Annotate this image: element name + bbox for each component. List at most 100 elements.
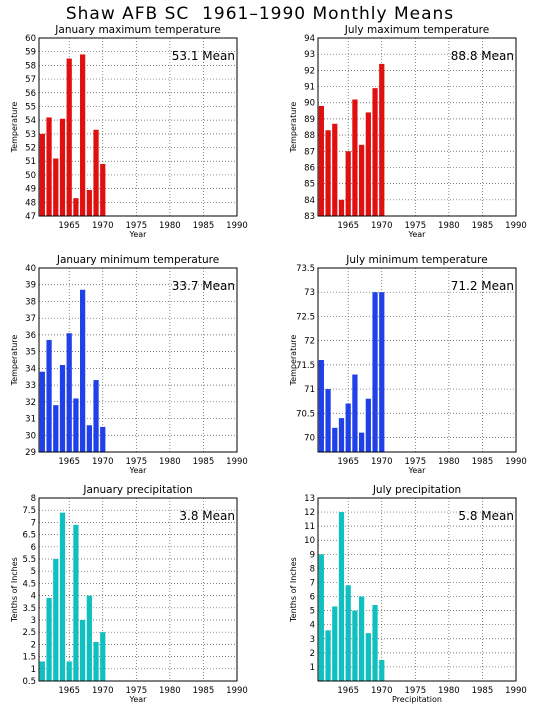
data-bar	[46, 117, 52, 216]
plot-frame	[38, 497, 238, 682]
data-bar	[365, 398, 371, 452]
data-bar	[53, 158, 59, 216]
y-tick-label: 3.5	[22, 604, 36, 614]
y-tick-label: 70.5	[296, 409, 315, 419]
data-bar	[93, 641, 99, 681]
chart-panel-1: 47 48 49 50 51 52 53 54 55 56 57 58 59 60 1965 1970 1975…	[10, 24, 248, 239]
y-tick-label: 12	[304, 508, 315, 518]
y-tick-label: 51	[25, 157, 36, 167]
data-bar	[318, 360, 324, 452]
y-tick-label: 35	[25, 348, 36, 358]
y-tick-label: 86	[304, 163, 315, 173]
y-tick-label: 13	[304, 494, 315, 504]
y-tick-label: 57	[25, 75, 36, 85]
x-tick-label: 1975	[126, 221, 148, 231]
x-tick-label: 1975	[405, 457, 427, 467]
x-tick-label: 1970	[92, 457, 114, 467]
y-axis-label: Temperature	[10, 335, 19, 387]
y-tick-label: 2.5	[22, 628, 36, 638]
x-tick-label: 1980	[159, 457, 181, 467]
y-tick-label: 6	[310, 593, 315, 603]
x-tick-label: 1990	[505, 221, 527, 231]
plot-frame	[317, 37, 517, 217]
y-tick-label: 37	[25, 314, 36, 324]
y-tick-label: 1.5	[22, 653, 36, 663]
x-tick-label: 1970	[371, 457, 393, 467]
data-bar	[352, 610, 358, 681]
x-tick-label: 1965	[337, 686, 359, 696]
data-bar	[318, 105, 324, 216]
data-bar	[53, 405, 59, 452]
data-bar	[372, 88, 378, 216]
y-tick-label: 60	[25, 34, 36, 44]
chart-title: July minimum temperature	[345, 254, 487, 266]
data-bar	[59, 118, 66, 216]
data-bar	[66, 58, 72, 217]
x-tick-label: 1980	[159, 686, 181, 696]
x-tick-label: 1975	[126, 686, 148, 696]
y-tick-label: 7	[31, 518, 36, 528]
data-bar	[325, 389, 331, 452]
y-tick-label: 36	[25, 331, 36, 341]
y-tick-label: 53	[25, 130, 36, 140]
mean-label: 5.8 Mean	[458, 509, 514, 523]
data-bar	[93, 380, 99, 452]
y-tick-label: 71.5	[296, 361, 315, 371]
y-tick-label: 5.5	[22, 555, 36, 565]
data-bar	[100, 163, 106, 216]
y-tick-label: 33	[25, 381, 36, 391]
data-bar	[80, 620, 86, 681]
plot-frame	[38, 37, 238, 217]
x-tick-label: 1990	[505, 686, 527, 696]
y-tick-label: 34	[25, 364, 36, 374]
y-tick-label: 40	[25, 264, 36, 274]
data-bar	[73, 198, 79, 216]
x-tick-label: 1985	[193, 221, 215, 231]
data-bar	[338, 199, 345, 216]
data-bar	[93, 129, 99, 216]
data-bar	[359, 144, 365, 216]
chart-title: January maximum temperature	[54, 24, 220, 36]
mean-label: 3.8 Mean	[179, 509, 235, 523]
x-tick-label: 1985	[193, 686, 215, 696]
data-bar	[39, 661, 45, 681]
y-tick-label: 52	[25, 144, 36, 154]
y-tick-label: 6	[31, 543, 36, 553]
y-tick-label: 48	[25, 198, 36, 208]
y-tick-label: 89	[304, 115, 315, 125]
y-tick-label: 7.5	[22, 506, 36, 516]
data-bar	[86, 595, 92, 681]
y-tick-label: 10	[304, 536, 315, 546]
y-tick-label: 5	[310, 607, 315, 617]
page-title: Shaw AFB SC 1961–1990 Monthly Means	[65, 4, 455, 24]
y-tick-label: 2	[31, 640, 36, 650]
y-tick-label: 30	[25, 431, 36, 441]
y-tick-label: 70	[304, 433, 315, 443]
data-bar	[352, 374, 358, 452]
y-tick-label: 39	[25, 281, 36, 291]
x-tick-label: 1985	[193, 457, 215, 467]
plot-frame	[317, 497, 517, 682]
y-tick-label: 2	[310, 649, 315, 659]
plot-frame	[38, 267, 238, 453]
y-tick-label: 5	[31, 567, 36, 577]
data-bar	[66, 333, 72, 452]
data-bar	[80, 289, 86, 452]
x-tick-label: 1975	[405, 221, 427, 231]
y-tick-label: 47	[25, 212, 36, 222]
data-bar	[345, 151, 351, 216]
data-bar	[379, 63, 385, 217]
y-tick-label: 49	[25, 185, 36, 195]
y-tick-label: 4	[310, 621, 315, 631]
x-tick-label: 1990	[226, 686, 248, 696]
data-bar	[318, 554, 324, 681]
chart-panel-3: 29 30 31 32 33 34 35 36 37 38 39 40 1965 1970 1975 1980…	[10, 254, 248, 475]
data-bar	[46, 598, 52, 681]
y-tick-label: 90	[304, 99, 315, 109]
data-bar	[39, 371, 45, 452]
y-tick-label: 72.5	[296, 312, 315, 322]
chart-title: July maximum temperature	[344, 24, 489, 36]
y-tick-label: 4.5	[22, 579, 36, 589]
mean-label: 71.2 Mean	[451, 279, 514, 293]
